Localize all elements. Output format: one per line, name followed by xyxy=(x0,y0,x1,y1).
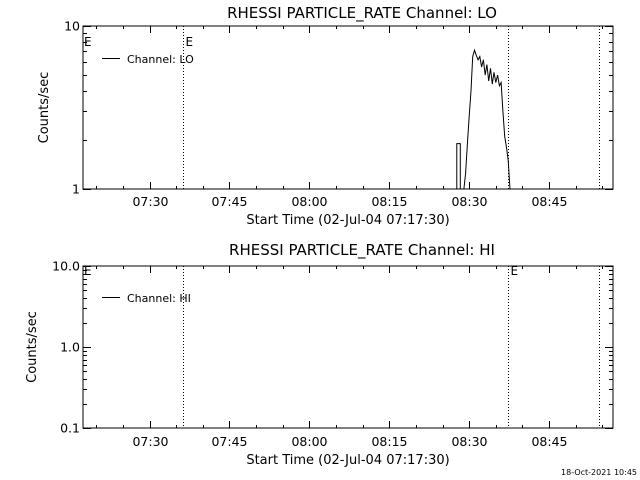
legend-label: Channel: HI xyxy=(127,292,191,305)
x-tick-label: 07:30 xyxy=(132,434,168,449)
y-tick-label: 0.1 xyxy=(60,421,80,436)
lo-channel-panel: RHESSI PARTICLE_RATE Channel: LO E E 07:30 0… xyxy=(37,4,614,228)
x-axis-label: Start Time (02-Jul-04 07:17:30) xyxy=(246,453,449,468)
y-tick-label: 1.0 xyxy=(60,340,80,355)
x-tick-label: 07:30 xyxy=(132,194,168,209)
edge-marker-label: E xyxy=(84,264,92,278)
chart-title: RHESSI PARTICLE_RATE Channel: HI xyxy=(229,241,495,260)
y-axis-label: Counts/sec xyxy=(25,311,40,383)
x-tick-label: 08:15 xyxy=(371,434,407,449)
x-tick-label: 07:45 xyxy=(211,194,247,209)
y-tick-label: 10.0 xyxy=(52,259,80,274)
event-marker-label: E xyxy=(186,35,194,49)
y-tick-label: 1 xyxy=(72,182,80,197)
x-axis-label: Start Time (02-Jul-04 07:17:30) xyxy=(246,213,449,228)
event-marker-label: E xyxy=(511,264,519,278)
plot-timestamp: 18-Oct-2021 10:45 xyxy=(561,468,637,477)
series-line xyxy=(83,48,613,190)
x-tick-label: 08:30 xyxy=(451,434,487,449)
x-tick-label: 08:45 xyxy=(531,194,567,209)
plot-frame xyxy=(82,25,614,190)
y-axis-label: Counts/sec xyxy=(37,72,52,144)
x-tick-label: 07:45 xyxy=(211,434,247,449)
x-tick-label: 08:00 xyxy=(291,434,327,449)
hi-channel-panel: RHESSI PARTICLE_RATE Channel: HI E E 07:30 0… xyxy=(25,241,614,468)
chart-title: RHESSI PARTICLE_RATE Channel: LO xyxy=(227,4,497,23)
y-tick-label: 10 xyxy=(64,19,80,34)
plot-frame xyxy=(82,265,614,429)
x-tick-label: 08:30 xyxy=(451,194,487,209)
x-tick-label: 08:15 xyxy=(371,194,407,209)
x-tick-label: 08:00 xyxy=(291,194,327,209)
legend-label: Channel: LO xyxy=(127,53,194,66)
x-tick-label: 08:45 xyxy=(531,434,567,449)
edge-marker-label: E xyxy=(84,35,92,49)
